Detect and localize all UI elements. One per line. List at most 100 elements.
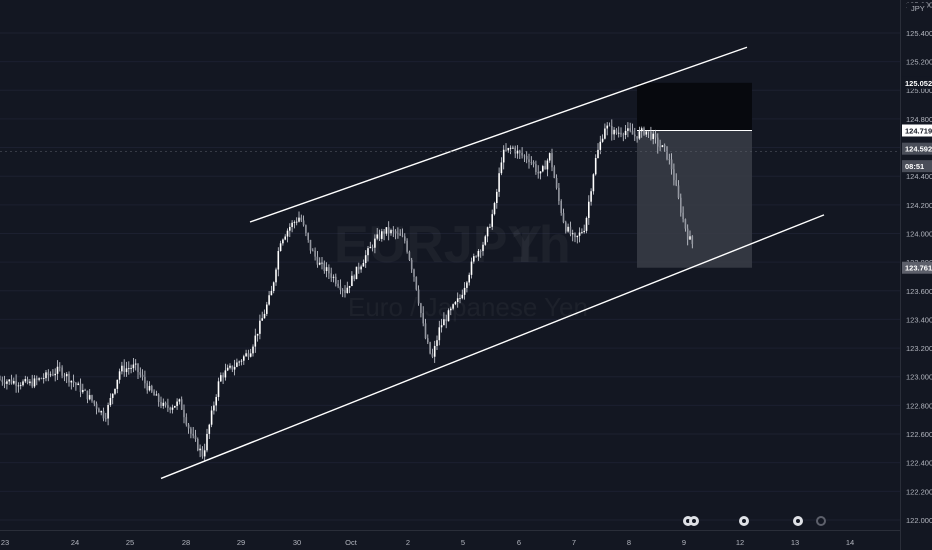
- event-markers[interactable]: [683, 516, 826, 526]
- candle-body: [293, 222, 296, 224]
- price-badge-label: 124.719: [905, 126, 932, 135]
- candle-body: [132, 364, 135, 369]
- candle-body: [406, 240, 408, 252]
- candle-body: [157, 394, 160, 402]
- candle-body: [353, 275, 355, 280]
- candle-body: [535, 164, 537, 172]
- candle-body: [371, 246, 374, 248]
- candle-body: [677, 185, 680, 198]
- candle-body: [565, 222, 567, 232]
- candle-body: [206, 433, 208, 451]
- price-badge: [902, 124, 932, 137]
- symbol-watermark: EURJPY: [334, 216, 542, 274]
- trend-channel[interactable]: [160, 46, 825, 480]
- candle-body: [438, 327, 441, 341]
- x-tick-label: Oct: [345, 538, 358, 547]
- candle-body: [390, 230, 392, 234]
- candle-body: [203, 450, 206, 457]
- candle-body: [569, 226, 572, 235]
- candle-body: [542, 166, 544, 172]
- candle-body: [162, 402, 165, 406]
- channel-lower-line[interactable]: [160, 214, 825, 480]
- candle-body: [691, 236, 694, 245]
- x-tick-label: 23: [1, 538, 9, 547]
- candle-body: [413, 269, 415, 277]
- y-tick-label: 122.200: [906, 487, 932, 496]
- channel-upper-line[interactable]: [249, 46, 748, 223]
- candle-body: [187, 424, 190, 429]
- candle-body: [627, 128, 629, 131]
- candle-body: [105, 418, 107, 420]
- y-tick-label: 124.400: [906, 172, 932, 181]
- take-profit-zone[interactable]: [637, 130, 752, 268]
- candle-body: [429, 342, 431, 354]
- candle-body: [40, 378, 43, 380]
- candle-body: [498, 173, 500, 192]
- candle-body: [86, 390, 89, 400]
- candle-body: [282, 239, 284, 244]
- y-tick-label: 123.000: [906, 373, 932, 382]
- event-icon[interactable]: [816, 516, 826, 526]
- candle-body: [663, 145, 666, 147]
- candle-body: [259, 320, 261, 334]
- event-icon[interactable]: [689, 516, 699, 526]
- candle-body: [420, 303, 422, 314]
- x-tick-label: 25: [126, 538, 134, 547]
- candle-body: [443, 319, 445, 326]
- candle-body: [486, 227, 489, 237]
- candle-body: [213, 405, 215, 411]
- candle-body: [364, 255, 367, 263]
- candle-body: [199, 448, 201, 451]
- candle-body: [647, 131, 650, 133]
- candle-body: [8, 379, 10, 382]
- candle-body: [111, 393, 114, 398]
- candle-body: [496, 191, 498, 204]
- candle-body: [440, 325, 443, 328]
- candle-body: [270, 290, 273, 296]
- candle-body: [291, 222, 293, 227]
- candle-body: [585, 217, 588, 231]
- candle-body: [645, 131, 648, 135]
- candle-body: [613, 129, 615, 135]
- y-tick-label: 124.200: [906, 201, 932, 210]
- candle-body: [447, 310, 450, 322]
- candle-body: [650, 131, 652, 140]
- candle-body: [300, 217, 303, 221]
- candle-body: [514, 147, 516, 154]
- y-tick-label: 122.600: [906, 430, 932, 439]
- candle-body: [450, 308, 452, 311]
- candle-body: [98, 408, 100, 413]
- candle-body: [42, 378, 45, 379]
- candle-body: [88, 395, 91, 400]
- price-badges: 125.052 124.719 124.592 08:51 123.761: [902, 76, 932, 274]
- x-tick-label: 8: [627, 538, 631, 547]
- candle-body: [574, 233, 576, 238]
- candle-body: [121, 365, 123, 372]
- candle-body: [558, 187, 560, 201]
- candle-body: [305, 225, 307, 233]
- price-badge: [902, 261, 932, 274]
- candle-body: [477, 250, 480, 257]
- candle-body: [675, 180, 677, 186]
- candle-body: [491, 214, 493, 227]
- candle-body: [289, 226, 291, 231]
- candle-body: [606, 125, 608, 129]
- candle-body: [316, 256, 319, 265]
- stop-loss-zone[interactable]: [637, 82, 752, 131]
- candle-body: [174, 405, 176, 408]
- candle-body: [63, 375, 66, 377]
- candle-body: [507, 148, 510, 151]
- candle-body: [169, 407, 171, 410]
- position-tool[interactable]: [637, 82, 752, 268]
- candle-body: [544, 166, 546, 170]
- candle-body: [415, 276, 418, 290]
- event-icon[interactable]: [793, 516, 803, 526]
- candle-body: [551, 153, 553, 168]
- candle-body: [401, 235, 404, 237]
- x-tick-label: 5: [461, 538, 465, 547]
- candle-body: [226, 367, 229, 371]
- candle-body: [0, 379, 1, 381]
- event-icon[interactable]: [739, 516, 749, 526]
- candle-body: [194, 435, 197, 439]
